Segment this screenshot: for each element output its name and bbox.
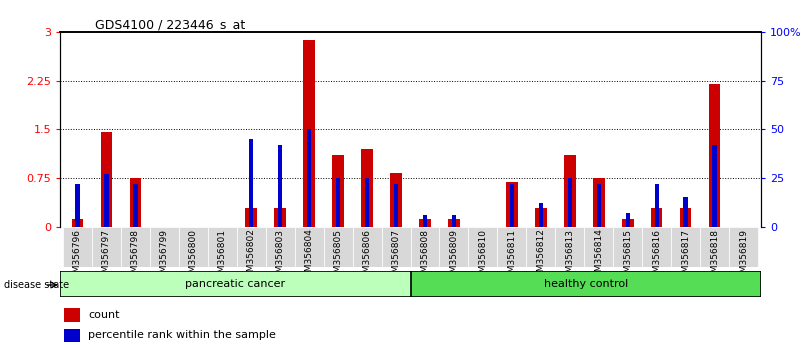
Bar <box>249 139 253 227</box>
Bar <box>671 227 700 267</box>
Bar <box>622 219 634 227</box>
Text: GSM356811: GSM356811 <box>507 229 517 284</box>
Bar <box>324 227 352 267</box>
Text: GSM356818: GSM356818 <box>710 229 719 284</box>
Bar <box>626 213 630 227</box>
Bar <box>245 209 257 227</box>
Text: GSM356814: GSM356814 <box>594 229 603 284</box>
Bar <box>593 178 605 227</box>
Bar <box>584 227 614 267</box>
Bar <box>336 178 340 227</box>
Bar <box>555 227 584 267</box>
Bar <box>64 329 80 342</box>
Text: GSM356800: GSM356800 <box>189 229 198 284</box>
Bar <box>452 215 456 227</box>
Bar <box>654 184 659 227</box>
Bar <box>651 209 662 227</box>
Bar <box>712 145 717 227</box>
Text: GDS4100 / 223446_s_at: GDS4100 / 223446_s_at <box>95 18 245 31</box>
Bar <box>101 132 112 227</box>
Bar <box>207 227 237 267</box>
Bar <box>614 227 642 267</box>
Text: GSM356798: GSM356798 <box>131 229 140 284</box>
Text: GSM356813: GSM356813 <box>566 229 574 284</box>
Text: GSM356802: GSM356802 <box>247 229 256 284</box>
Text: GSM356796: GSM356796 <box>73 229 82 284</box>
Bar <box>729 227 758 267</box>
Text: percentile rank within the sample: percentile rank within the sample <box>88 330 276 341</box>
Bar <box>509 184 514 227</box>
Bar <box>121 227 150 267</box>
Text: GSM356815: GSM356815 <box>623 229 632 284</box>
Bar <box>526 227 555 267</box>
Text: GSM356809: GSM356809 <box>449 229 458 284</box>
Bar <box>60 271 410 297</box>
Bar <box>440 227 469 267</box>
Bar <box>266 227 295 267</box>
Bar <box>568 178 572 227</box>
Bar <box>64 308 80 321</box>
Bar <box>680 209 691 227</box>
Bar <box>104 174 109 227</box>
Bar <box>700 227 729 267</box>
Bar <box>381 227 410 267</box>
Bar <box>278 145 283 227</box>
Bar <box>179 227 207 267</box>
Bar <box>365 178 369 227</box>
Text: GSM356799: GSM356799 <box>160 229 169 284</box>
Bar <box>133 184 138 227</box>
Bar <box>352 227 381 267</box>
Text: GSM356797: GSM356797 <box>102 229 111 284</box>
Text: GSM356804: GSM356804 <box>304 229 314 284</box>
Text: GSM356805: GSM356805 <box>333 229 343 284</box>
Text: GSM356819: GSM356819 <box>739 229 748 284</box>
Bar <box>92 227 121 267</box>
Text: GSM356808: GSM356808 <box>421 229 429 284</box>
Text: GSM356806: GSM356806 <box>363 229 372 284</box>
Text: healthy control: healthy control <box>544 279 628 289</box>
Bar <box>683 198 688 227</box>
Bar <box>410 271 761 297</box>
Bar <box>423 215 427 227</box>
Bar <box>361 149 372 227</box>
Bar <box>332 155 344 227</box>
Bar <box>307 129 312 227</box>
Bar <box>419 219 431 227</box>
Bar <box>535 209 546 227</box>
Text: count: count <box>88 310 119 320</box>
Text: GSM356803: GSM356803 <box>276 229 284 284</box>
Bar <box>642 227 671 267</box>
Bar <box>449 219 460 227</box>
Bar <box>506 182 517 227</box>
Bar <box>394 184 398 227</box>
Text: GSM356816: GSM356816 <box>652 229 661 284</box>
Bar <box>469 227 497 267</box>
Bar <box>390 173 402 227</box>
Text: GSM356810: GSM356810 <box>478 229 488 284</box>
Text: GSM356812: GSM356812 <box>537 229 545 284</box>
Text: disease state: disease state <box>4 280 69 290</box>
Bar <box>410 227 440 267</box>
Bar <box>597 184 601 227</box>
Bar <box>150 227 179 267</box>
Bar <box>304 40 315 227</box>
Text: pancreatic cancer: pancreatic cancer <box>185 279 285 289</box>
Text: GSM356807: GSM356807 <box>392 229 400 284</box>
Bar <box>564 155 576 227</box>
Bar <box>295 227 324 267</box>
Bar <box>75 184 79 227</box>
Text: GSM356817: GSM356817 <box>681 229 690 284</box>
Bar <box>497 227 526 267</box>
Bar <box>709 84 720 227</box>
Bar <box>237 227 266 267</box>
Bar <box>538 203 543 227</box>
Bar <box>71 219 83 227</box>
Bar <box>130 178 141 227</box>
Bar <box>275 209 286 227</box>
Bar <box>63 227 92 267</box>
Text: GSM356801: GSM356801 <box>218 229 227 284</box>
